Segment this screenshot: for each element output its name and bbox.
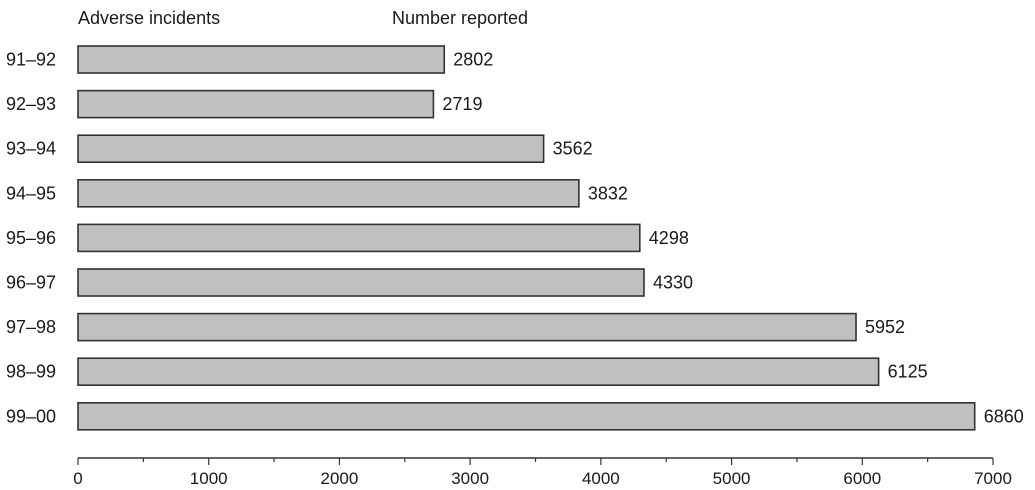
bar xyxy=(77,223,641,253)
bar xyxy=(77,134,545,163)
bars-group: 91–92 2802 92–93 2719 93–94 3562 94–95 3832 95–9… xyxy=(6,45,1024,431)
x-tick-label: 5000 xyxy=(713,469,751,488)
bar xyxy=(77,268,645,297)
category-label: 98–99 xyxy=(6,362,56,382)
category-label: 94–95 xyxy=(6,183,56,203)
x-tick-label: 0 xyxy=(73,469,82,488)
bar xyxy=(77,89,435,119)
x-tick-label: 7000 xyxy=(974,469,1012,488)
data-label: 2802 xyxy=(453,50,493,70)
data-label: 4298 xyxy=(649,228,689,248)
x-tick-label: 4000 xyxy=(582,469,620,488)
data-label: 4330 xyxy=(653,273,693,293)
data-label: 6860 xyxy=(984,406,1024,426)
data-label: 3562 xyxy=(553,139,593,159)
category-label: 93–94 xyxy=(6,139,56,159)
category-label: 96–97 xyxy=(6,273,56,293)
x-axis: 0 1000 2000 3000 4000 5000 6000 7000 xyxy=(73,457,1012,488)
chart-header-right: Number reported xyxy=(392,8,528,28)
bar xyxy=(77,357,880,387)
bar xyxy=(77,179,580,208)
data-label: 2719 xyxy=(442,94,482,114)
data-label: 6125 xyxy=(888,362,928,382)
chart-header-left: Adverse incidents xyxy=(78,8,220,28)
x-tick-label: 2000 xyxy=(321,469,359,488)
category-label: 91–92 xyxy=(6,50,56,70)
x-tick-label: 1000 xyxy=(190,469,228,488)
x-tick-label: 3000 xyxy=(451,469,489,488)
category-label: 99–00 xyxy=(6,406,56,426)
category-label: 95–96 xyxy=(6,228,56,248)
category-label: 92–93 xyxy=(6,94,56,114)
bar xyxy=(77,312,857,342)
category-label: 97–98 xyxy=(6,317,56,337)
bar xyxy=(77,45,446,74)
data-label: 3832 xyxy=(588,183,628,203)
bar xyxy=(77,401,976,431)
data-label: 5952 xyxy=(865,317,905,337)
x-tick-label: 6000 xyxy=(843,469,881,488)
